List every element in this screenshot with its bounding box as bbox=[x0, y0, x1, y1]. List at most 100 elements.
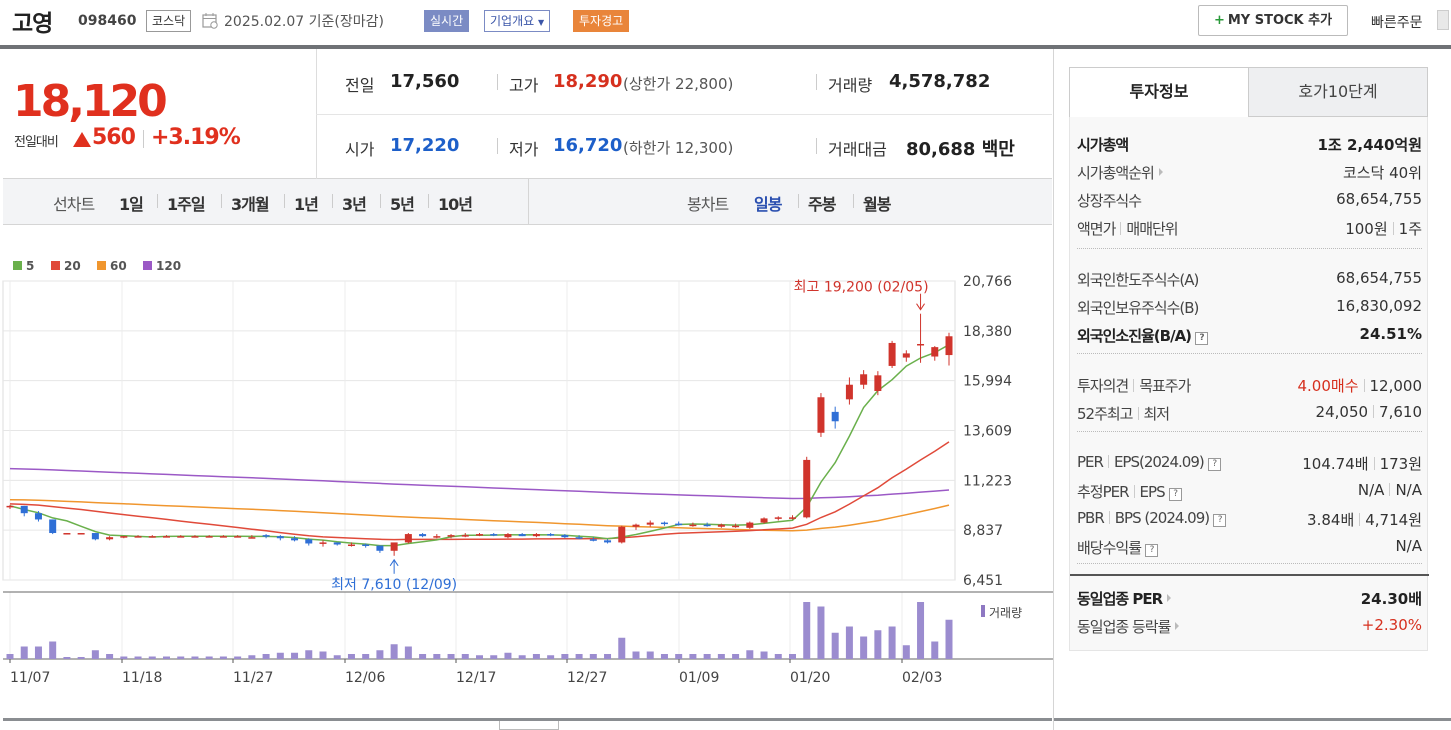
info-key-cell: 상장주식수 bbox=[1077, 190, 1142, 211]
candle-body bbox=[675, 523, 683, 526]
tab-1week[interactable]: 1주일 bbox=[167, 195, 206, 214]
divider bbox=[1373, 405, 1375, 418]
company-overview-dropdown[interactable]: 기업개요 ▼ bbox=[484, 10, 551, 32]
expand-chart-handle[interactable] bbox=[499, 721, 559, 730]
quick-order-link[interactable]: 빠른주문 bbox=[1371, 15, 1423, 31]
info-row: 동일업종 등락률 +2.30% bbox=[1077, 616, 1422, 642]
info-row: PER EPS(2024.09)? 104.74배 173원 bbox=[1077, 453, 1422, 479]
volume-bar bbox=[177, 656, 185, 659]
tab-daily[interactable]: 일봉 bbox=[754, 195, 782, 214]
tab-1day[interactable]: 1일 bbox=[119, 195, 144, 214]
y-tick-label: 18,380 bbox=[963, 324, 1012, 340]
investment-info-panel: 투자정보 호가10단계 시가총액 1조 2,440억원 시가총액순위 코스닥 40위 상… bbox=[1053, 49, 1451, 730]
divider bbox=[332, 194, 333, 208]
help-icon[interactable]: ? bbox=[1207, 458, 1221, 471]
candle-body bbox=[646, 522, 654, 525]
volume-bar bbox=[49, 641, 57, 659]
candle-body bbox=[276, 536, 284, 539]
tab-5year[interactable]: 5년 bbox=[390, 195, 415, 214]
candle-body bbox=[703, 524, 711, 527]
info-row: 추정PER EPS? N/A N/A bbox=[1077, 481, 1422, 507]
help-icon[interactable]: ? bbox=[1168, 488, 1182, 501]
info-value: 100원 bbox=[1345, 220, 1388, 238]
volume-bar bbox=[803, 602, 811, 659]
tab-3year[interactable]: 3년 bbox=[342, 195, 367, 214]
tab-investment-info[interactable]: 투자정보 bbox=[1069, 67, 1249, 117]
legend-swatch bbox=[13, 261, 22, 270]
info-key-secondary: EPS(2024.09) bbox=[1113, 453, 1205, 471]
candle-body bbox=[49, 519, 57, 534]
info-key: 추정PER bbox=[1077, 483, 1130, 501]
tab-weekly[interactable]: 주봉 bbox=[808, 195, 836, 214]
divider bbox=[1108, 511, 1110, 524]
candle-body bbox=[205, 536, 213, 538]
price-chart[interactable]: 5 20 60 120 20,766 18,380 15,994 13,609 11,2… bbox=[0, 226, 1053, 720]
info-key-secondary: BPS (2024.09) bbox=[1114, 509, 1210, 527]
panel-bottom-bar bbox=[1054, 718, 1451, 721]
chart-canvas[interactable]: 20,766 18,380 15,994 13,609 11,223 8,837 6,451… bbox=[0, 226, 1053, 720]
info-key: PBR bbox=[1077, 509, 1105, 527]
tab-monthly[interactable]: 월봉 bbox=[863, 195, 891, 214]
x-tick-label: 01/20 bbox=[790, 670, 830, 686]
info-value-cell: 16,830,092 bbox=[1336, 297, 1422, 315]
high-label: 고가 bbox=[509, 76, 539, 95]
candle-body bbox=[6, 505, 14, 508]
info-key: 동일업종 PER bbox=[1077, 590, 1163, 608]
quick-order-toggle[interactable] bbox=[1437, 10, 1449, 30]
info-row: 시가총액순위 코스닥 40위 bbox=[1077, 162, 1422, 188]
info-value-cell: 1조 2,440억원 bbox=[1317, 134, 1422, 155]
volume-bar bbox=[134, 656, 142, 659]
info-row: PBR BPS (2024.09)? 3.84배 4,714원 bbox=[1077, 509, 1422, 535]
divider bbox=[816, 74, 817, 90]
volume-bar bbox=[191, 656, 199, 659]
info-key: 상장주식수 bbox=[1077, 192, 1142, 210]
info-value: 68,654,755 bbox=[1336, 190, 1422, 208]
divider bbox=[853, 194, 854, 208]
divider bbox=[1133, 379, 1135, 392]
divider bbox=[1363, 379, 1365, 392]
volume-bar bbox=[917, 602, 925, 659]
candle-body bbox=[433, 536, 441, 538]
candle-body bbox=[660, 522, 668, 525]
tab-10year[interactable]: 10년 bbox=[438, 195, 473, 214]
info-value-cell: 코스닥 40위 bbox=[1343, 162, 1422, 183]
volume-bar bbox=[888, 626, 896, 659]
current-price: 18,120 bbox=[13, 76, 168, 127]
legend-swatch bbox=[97, 261, 106, 270]
help-icon[interactable]: ? bbox=[1213, 514, 1227, 527]
tab-1year[interactable]: 1년 bbox=[294, 195, 319, 214]
amount-value: 80,688 백만 bbox=[906, 135, 1015, 161]
x-tick-label: 11/07 bbox=[10, 670, 50, 686]
caret-right-icon[interactable] bbox=[1167, 594, 1172, 602]
tab-order-book[interactable]: 호가10단계 bbox=[1248, 67, 1428, 117]
divider bbox=[1392, 222, 1394, 235]
caret-right-icon[interactable] bbox=[1175, 622, 1180, 630]
volume-bar bbox=[91, 650, 99, 659]
candle-body bbox=[476, 534, 483, 536]
divider bbox=[1120, 222, 1122, 235]
down-arrow-icon bbox=[916, 303, 925, 311]
info-row: 52주최고 최저 24,050 7,610 bbox=[1077, 403, 1422, 429]
candle-body bbox=[148, 536, 156, 538]
investment-warning-badge[interactable]: 투자경고 bbox=[573, 10, 630, 32]
volume-bar bbox=[476, 655, 483, 659]
candle-body bbox=[248, 537, 256, 539]
divider bbox=[284, 194, 285, 208]
high-value: 18,290 bbox=[553, 71, 623, 92]
add-mystock-button[interactable]: + MY STOCK 추가 bbox=[1198, 5, 1348, 36]
y-tick-label: 6,451 bbox=[963, 573, 1003, 589]
candle-body bbox=[874, 375, 882, 391]
volume-bar bbox=[902, 645, 910, 659]
volume-bar bbox=[362, 654, 370, 659]
caret-right-icon[interactable] bbox=[1158, 168, 1163, 176]
volume-bar bbox=[845, 626, 853, 659]
tab-3month[interactable]: 3개월 bbox=[231, 195, 270, 214]
help-icon[interactable]: ? bbox=[1195, 332, 1209, 345]
info-key-cell: 배당수익률? bbox=[1077, 537, 1159, 558]
realtime-button[interactable]: 실시간 bbox=[424, 10, 470, 32]
up-arrow-icon bbox=[389, 558, 399, 567]
help-icon[interactable]: ? bbox=[1145, 544, 1159, 557]
volume-bar bbox=[447, 654, 455, 659]
volume-bar bbox=[376, 650, 384, 659]
volume-bar bbox=[262, 654, 270, 659]
